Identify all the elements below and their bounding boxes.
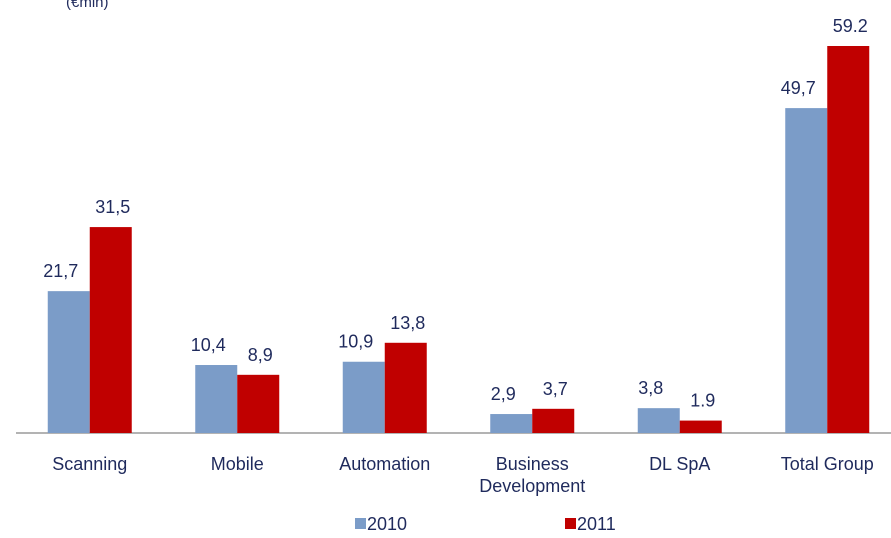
value-label: 2,9 (491, 384, 516, 404)
bar (532, 408, 575, 433)
value-label: 10,9 (338, 332, 373, 352)
bar (490, 414, 533, 433)
value-label: 49,7 (781, 78, 816, 98)
x-tick-label: Scanning (52, 454, 128, 474)
value-label: 13,8 (390, 313, 425, 333)
value-label: 59.2 (833, 16, 868, 36)
x-tick-label: Total Group (780, 454, 874, 474)
value-label: 31,5 (95, 197, 130, 217)
bar (679, 420, 722, 433)
x-tick-label: Business Development (479, 454, 586, 496)
bar (384, 342, 427, 433)
legend-label: 2010 (367, 514, 407, 534)
value-label: 3,7 (543, 379, 568, 399)
bar (47, 291, 90, 433)
x-tick-label: Mobile (210, 454, 264, 474)
value-label: 8,9 (248, 345, 273, 365)
bar (89, 227, 132, 433)
legend-label: 2011 (577, 514, 616, 534)
value-label: 3,8 (638, 378, 663, 398)
bar (637, 408, 680, 433)
bar (342, 361, 385, 433)
legend-swatch (565, 518, 576, 529)
bar (237, 374, 280, 433)
value-label: 21,7 (43, 261, 78, 281)
x-tick-label: DL SpA (649, 454, 711, 474)
legend-swatch (355, 518, 366, 529)
value-label: 1.9 (690, 391, 715, 411)
x-tick-label: Automation (339, 454, 431, 474)
bar (195, 365, 238, 433)
bar (827, 46, 870, 433)
chart-title: (€mln) (66, 0, 109, 11)
value-label: 10,4 (191, 335, 226, 355)
bar (785, 108, 828, 434)
